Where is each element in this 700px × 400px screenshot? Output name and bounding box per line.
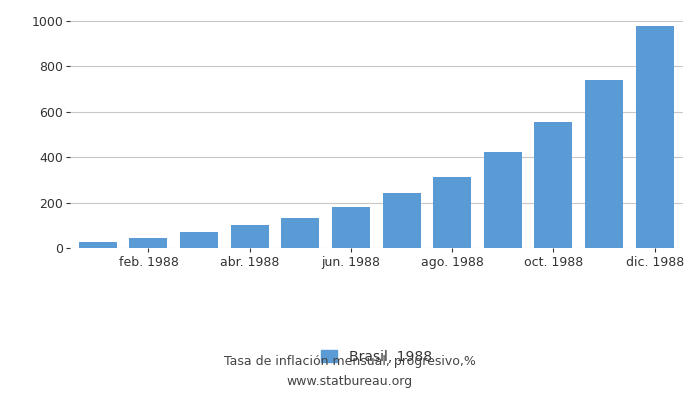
Bar	[484, 152, 522, 248]
Bar	[180, 232, 218, 248]
Bar	[534, 122, 573, 248]
Bar	[433, 177, 471, 248]
Bar	[585, 80, 623, 248]
Bar	[79, 242, 117, 248]
Bar	[383, 193, 421, 248]
Bar	[231, 225, 269, 248]
Bar	[636, 26, 673, 248]
Text: www.statbureau.org: www.statbureau.org	[287, 376, 413, 388]
Bar	[130, 238, 167, 248]
Legend: Brasil, 1988: Brasil, 1988	[321, 350, 432, 364]
Text: Tasa de inflación mensual, progresivo,%: Tasa de inflación mensual, progresivo,%	[224, 356, 476, 368]
Bar	[332, 207, 370, 248]
Bar	[281, 218, 319, 248]
